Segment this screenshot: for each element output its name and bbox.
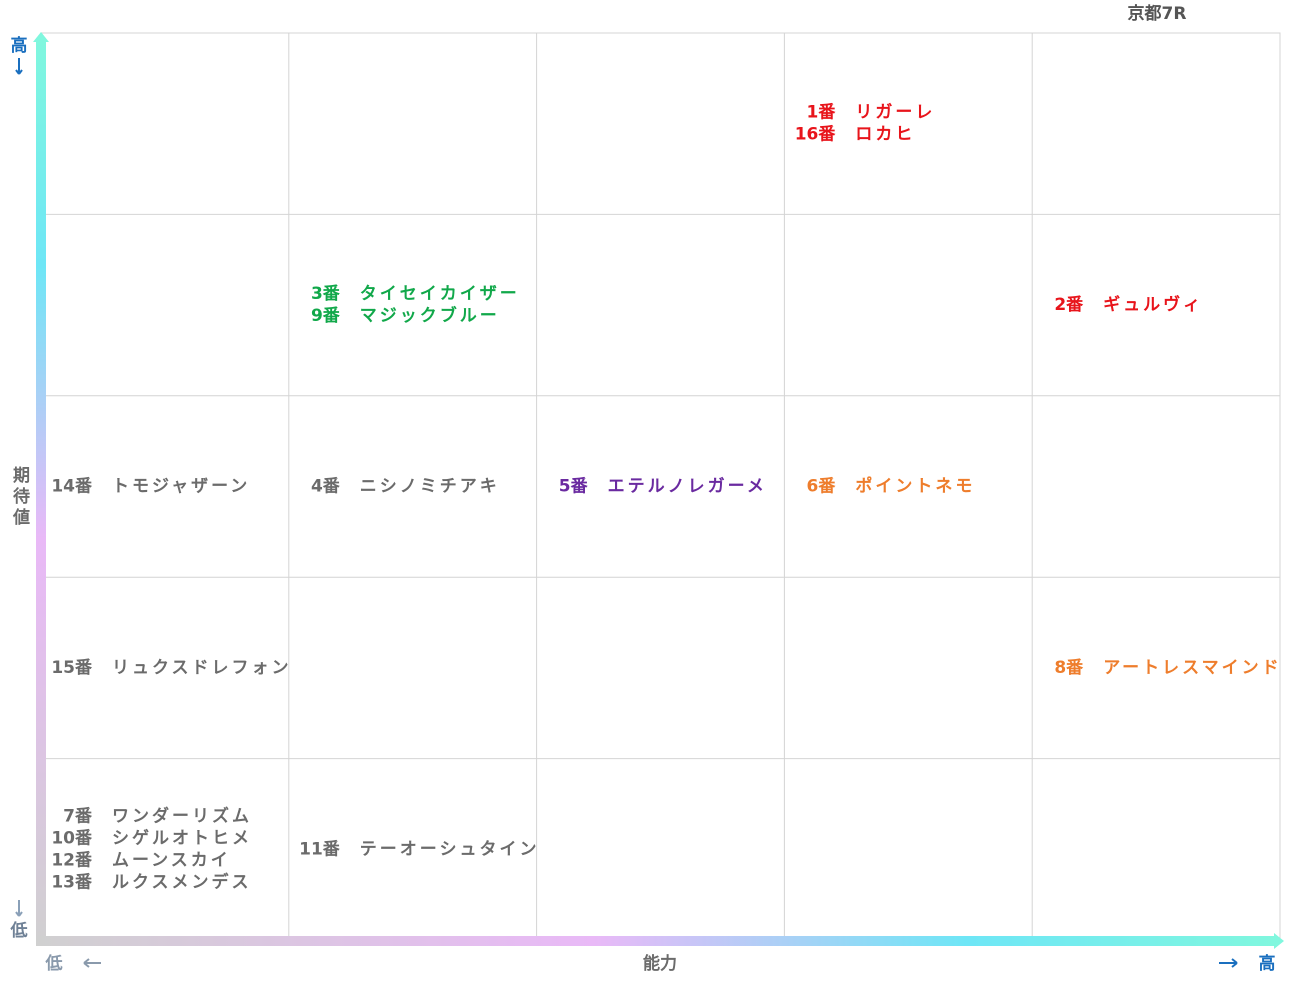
horse-name: エテルノレガーメ (608, 477, 767, 497)
horse-number: 16番 (795, 125, 837, 145)
horse-number: 12番 (51, 850, 93, 870)
horse-name: リュクスドレフォン (112, 658, 292, 678)
cells: 1番 リガーレ 16番 ロカヒ 3番 タイセイカイザー 9番 マジックブルー 2番 ギュルヴィ 14… (51, 103, 1281, 893)
x-label: 能力 (643, 953, 677, 974)
horse-name: アートレスマインド (1103, 658, 1281, 678)
y-high: 高 (11, 35, 28, 56)
y-low: 低 (10, 920, 28, 941)
horse-number: 5番 (559, 477, 589, 497)
horse-number: 3番 (311, 284, 341, 304)
x-axis-bar (36, 936, 1276, 946)
y-label: 期待値 (9, 466, 31, 529)
y-axis-bar (36, 40, 46, 946)
horse-name: ロカヒ (855, 125, 915, 145)
horse-name: ギュルヴィ (1103, 294, 1203, 315)
horse-number: 10番 (51, 828, 93, 848)
horse-name: ポイントネモ (855, 476, 975, 497)
horse-number: 9番 (311, 306, 341, 326)
horse-name: タイセイカイザー (360, 284, 520, 304)
horse-name: テーオーシュタイン (360, 839, 540, 859)
horse-number: 6番 (807, 477, 837, 497)
horse-name: トモジャザーン (112, 477, 250, 497)
horse-name: マジックブルー (360, 305, 500, 326)
y-axis-arrowhead (33, 32, 49, 42)
horse-name: ルクスメンデス (112, 871, 252, 892)
horse-name: シゲルオトヒメ (112, 827, 252, 848)
horse-number: 11番 (299, 839, 341, 859)
horse-number: 2番 (1054, 295, 1084, 315)
horse-name: リガーレ (855, 103, 935, 123)
horse-name: ワンダーリズム (112, 805, 252, 826)
horse-number: 15番 (51, 658, 93, 678)
y-high-arrow (15, 58, 23, 75)
title: 京都7R (1128, 3, 1187, 24)
x-low: 低 (45, 953, 63, 974)
y-low-arrow (15, 900, 23, 917)
x-low-arrow (83, 958, 101, 968)
x-high-arrow (1219, 958, 1238, 968)
x-axis-arrowhead (1274, 933, 1284, 949)
x-high: 高 (1259, 953, 1276, 974)
horse-number: 7番 (63, 806, 93, 826)
horse-number: 1番 (807, 103, 837, 123)
horse-number: 14番 (51, 477, 93, 497)
horse-number: 8番 (1054, 658, 1084, 678)
horse-number: 13番 (51, 872, 93, 892)
horse-number: 4番 (311, 477, 341, 497)
horse-name: ニシノミチアキ (360, 477, 500, 497)
horse-name: ムーンスカイ (112, 850, 231, 870)
